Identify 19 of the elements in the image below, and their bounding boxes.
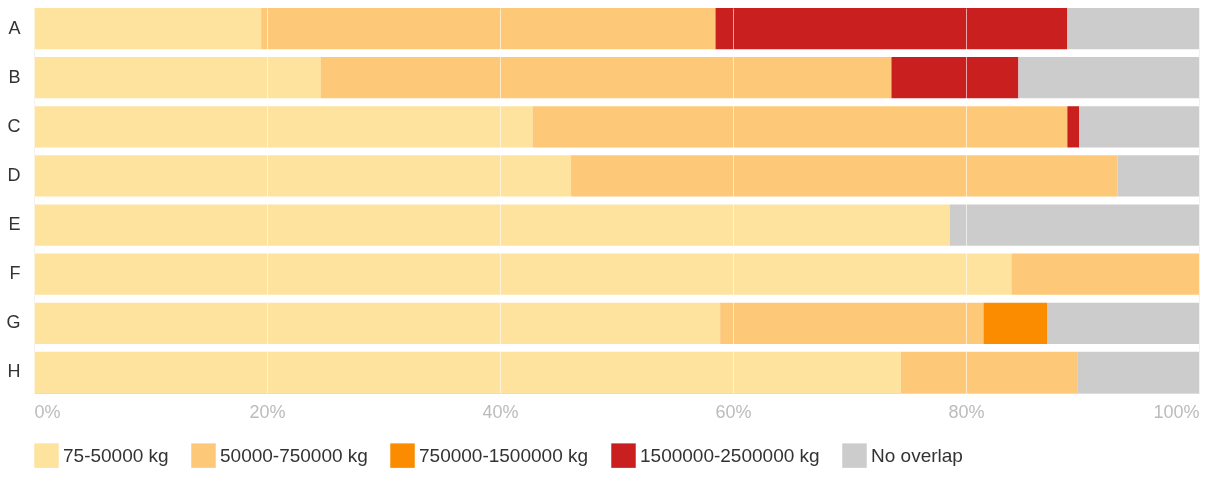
x-tick-label: 60%	[715, 401, 752, 422]
y-tick-label: H	[7, 361, 21, 382]
y-tick-label: A	[8, 17, 21, 38]
y-tick-label: C	[7, 115, 21, 136]
legend-label: 75-50000 kg	[63, 444, 169, 466]
y-tick-label: E	[8, 214, 21, 235]
x-tick-label: 0%	[34, 401, 61, 422]
x-tick-label: 80%	[948, 401, 985, 422]
legend-label: 750000-1500000 kg	[419, 444, 589, 466]
y-tick-label: D	[7, 164, 21, 185]
y-tick-label: G	[6, 312, 21, 333]
legend-label: No overlap	[871, 444, 963, 466]
x-tick-label: 100%	[1153, 401, 1200, 422]
y-tick-label: F	[9, 263, 21, 284]
y-tick-label: B	[8, 66, 21, 87]
x-tick-label: 40%	[482, 401, 519, 422]
x-tick-label: 20%	[249, 401, 286, 422]
legend-label: 50000-750000 kg	[220, 444, 368, 466]
legend-label: 1500000-2500000 kg	[640, 444, 820, 466]
